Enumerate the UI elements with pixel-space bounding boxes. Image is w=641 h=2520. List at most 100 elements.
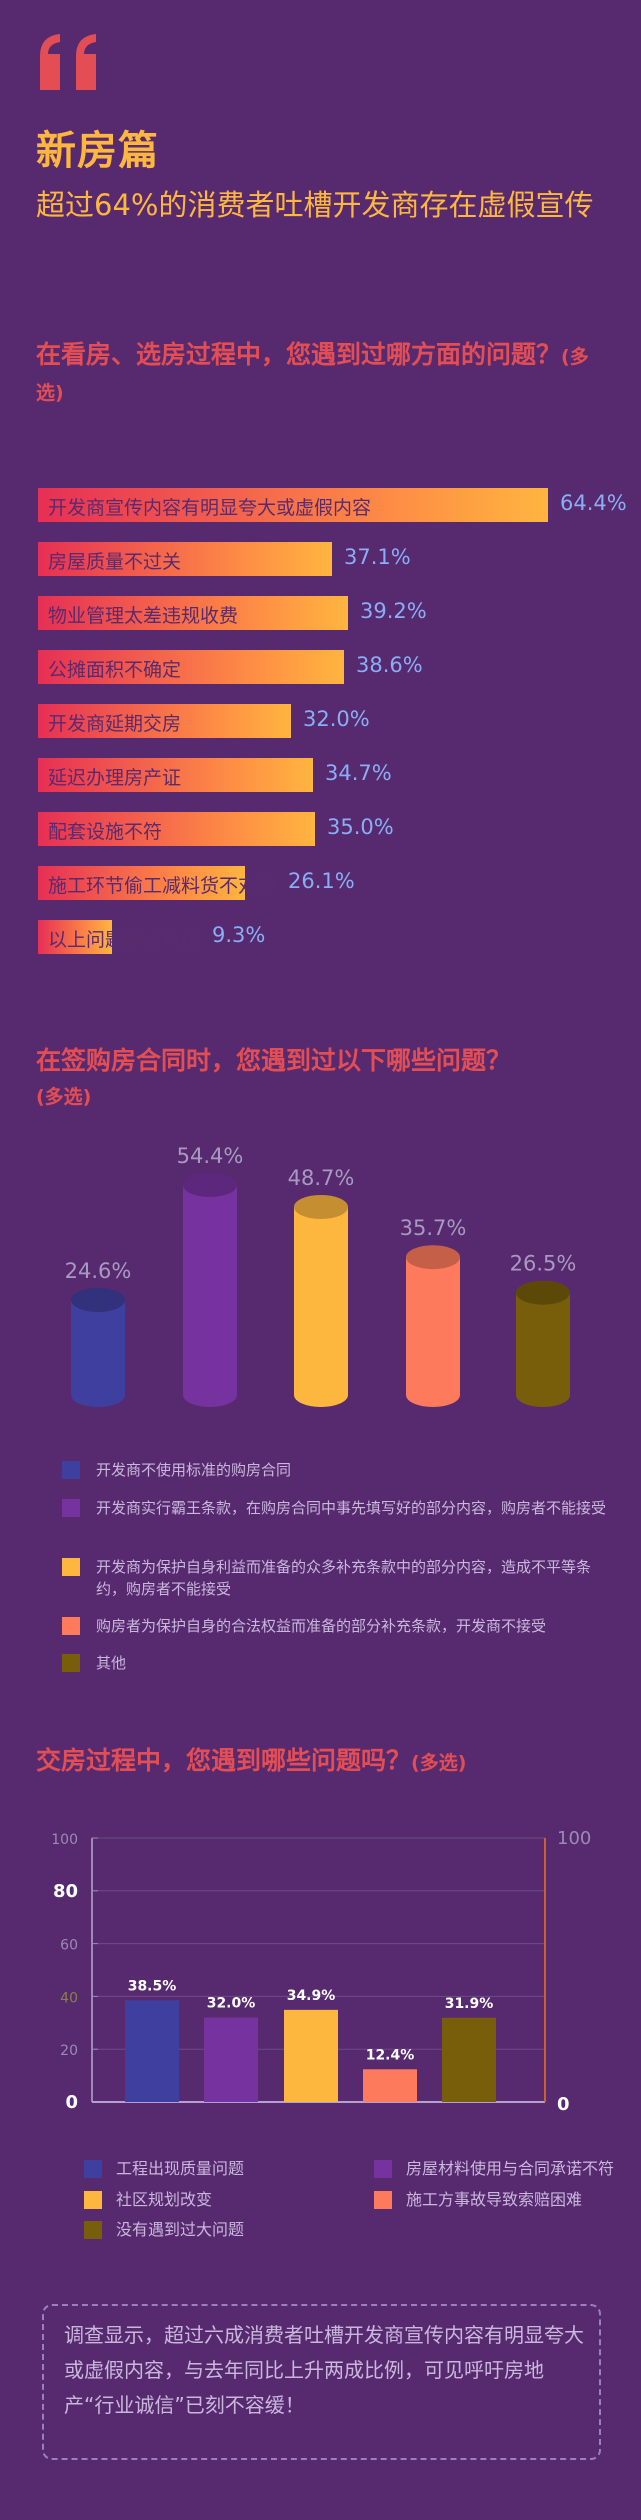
hbar-row: 物业管理太差违规收费 39.2% bbox=[38, 596, 638, 630]
legend-label: 房屋材料使用与合同承诺不符 bbox=[406, 2159, 615, 2178]
hbar bbox=[38, 920, 112, 954]
section3-question-text: 交房过程中，您遇到哪些问题吗？ bbox=[36, 1746, 412, 1775]
hbar-label: 施工环节偷工减料货不对板 bbox=[48, 875, 277, 897]
hbar bbox=[38, 866, 245, 900]
bar bbox=[204, 2017, 258, 2102]
bar bbox=[442, 2017, 496, 2102]
right-axis-tick-label: 0 bbox=[557, 2094, 570, 2115]
right-axis-tick-label: 100 bbox=[557, 1828, 591, 1849]
hbar-label: 以上问题都没有过 bbox=[48, 929, 201, 951]
hbar-row: 施工环节偷工减料货不对板 26.1% bbox=[38, 866, 638, 900]
section2-question: 在签购房合同时，您遇到过以下哪些问题？ (多选) bbox=[36, 1044, 596, 1114]
hbar-value-label: 38.6% bbox=[356, 653, 423, 677]
section1-question: 在看房、选房过程中，您遇到过哪方面的问题？(多选) bbox=[36, 338, 596, 410]
hbar bbox=[38, 542, 332, 576]
legend-label: 开发商实行霸王条款，在购房合同中事先填写好的部分内容，购房者不能接受 bbox=[96, 1499, 607, 1517]
y-tick-label: 100 bbox=[51, 1832, 78, 1848]
cylinder-base bbox=[406, 1383, 460, 1407]
hbar-label: 配套设施不符 bbox=[48, 821, 163, 843]
cylinder-value-label: 48.7% bbox=[288, 1166, 355, 1190]
cylinder-value-label: 35.7% bbox=[400, 1216, 467, 1240]
hbar bbox=[38, 758, 313, 792]
legend-swatch bbox=[374, 2160, 392, 2178]
cylinder-bar: 54.4% bbox=[177, 1144, 244, 1407]
cylinder-top-shade bbox=[294, 1195, 348, 1220]
cylinder-value-label: 54.4% bbox=[177, 1144, 244, 1168]
hbar-row: 延迟办理房产证 34.7% bbox=[38, 758, 638, 792]
section2-note: (多选) bbox=[36, 1086, 92, 1108]
hbar-value-label: 26.1% bbox=[288, 869, 355, 893]
hbar-row: 以上问题都没有过 9.3% bbox=[38, 920, 638, 954]
hbar bbox=[38, 650, 344, 684]
y-tick-label: 80 bbox=[53, 1881, 78, 1902]
cylinder-top bbox=[183, 1173, 237, 1197]
cylinder-top bbox=[294, 1195, 348, 1220]
legend-label: 工程出现质量问题 bbox=[116, 2159, 245, 2178]
hbar bbox=[38, 488, 548, 522]
page-subtitle: 超过64%的消费者吐槽开发商存在虚假宣传 bbox=[36, 188, 594, 222]
hbar-row: 开发商延期交房 32.0% bbox=[38, 704, 638, 738]
cylinder-body bbox=[183, 1185, 237, 1395]
quote-icon bbox=[40, 34, 96, 90]
hbar-value-label: 9.3% bbox=[212, 923, 266, 947]
cylinder-top-shade bbox=[516, 1280, 570, 1305]
legend-label: 施工方事故导致索赔困难 bbox=[406, 2190, 583, 2209]
bar-value-label: 12.4% bbox=[366, 2047, 415, 2063]
hbar-value-label: 32.0% bbox=[303, 707, 370, 731]
cylinder-base bbox=[294, 1383, 348, 1407]
hbar-row: 房屋质量不过关 37.1% bbox=[38, 542, 638, 576]
hbar-value-label: 39.2% bbox=[360, 599, 427, 623]
cylinder-bar: 48.7% bbox=[288, 1166, 355, 1407]
legend-swatch bbox=[374, 2191, 392, 2209]
legend-label: 没有遇到过大问题 bbox=[116, 2220, 245, 2239]
hbar-row: 配套设施不符 35.0% bbox=[38, 812, 638, 846]
legend-label: 购房者为保护自身的合法权益而准备的部分补充条款，开发商不接受 bbox=[96, 1617, 547, 1635]
cylinder-value-label: 24.6% bbox=[65, 1259, 132, 1283]
section3-note: (多选) bbox=[411, 1752, 467, 1774]
cylinder-top-shade bbox=[71, 1288, 125, 1313]
cylinder-body bbox=[71, 1300, 125, 1395]
bar-value-label: 32.0% bbox=[207, 1996, 256, 2012]
hbar-value-label: 37.1% bbox=[344, 545, 411, 569]
y-tick-label: 40 bbox=[60, 1990, 78, 2006]
cylinder-bar: 35.7% bbox=[400, 1216, 467, 1407]
legend-swatch bbox=[84, 2221, 102, 2239]
page-title: 新房篇 bbox=[36, 128, 159, 174]
cylinder-top bbox=[516, 1280, 570, 1305]
cylinder-chart: 24.6% 54.4% 48.7% 35.7% 26.5% bbox=[65, 1144, 577, 1407]
cylinder-value-label: 26.5% bbox=[510, 1252, 577, 1276]
y-tick-label: 0 bbox=[65, 2092, 78, 2113]
bar bbox=[125, 2000, 179, 2102]
section1-question-text: 在看房、选房过程中，您遇到过哪方面的问题？ bbox=[36, 340, 562, 369]
hbar bbox=[38, 704, 291, 738]
conclusion-box bbox=[42, 2304, 601, 2460]
cylinder-body bbox=[406, 1257, 460, 1395]
legend-swatch bbox=[62, 1461, 80, 1479]
hbar-label: 开发商延期交房 bbox=[48, 713, 182, 735]
hbar-label: 物业管理太差违规收费 bbox=[48, 605, 239, 627]
legend-label: 其他 bbox=[96, 1654, 127, 1672]
hbar-row: 公摊面积不确定 38.6% bbox=[38, 650, 638, 684]
hbar-value-label: 35.0% bbox=[327, 815, 394, 839]
bar-value-label: 34.9% bbox=[287, 1988, 336, 2004]
bar bbox=[363, 2069, 417, 2102]
section3-question: 交房过程中，您遇到哪些问题吗？(多选) bbox=[36, 1744, 596, 1780]
bar bbox=[284, 2009, 338, 2102]
hbar-value-label: 34.7% bbox=[325, 761, 392, 785]
cylinder-top bbox=[71, 1288, 125, 1313]
vertical-bar-chart: 0 20 40 60 80 100 100 0 38.5% 32.0% 34.9% 12.4% 31.9… bbox=[51, 1828, 591, 2115]
hbar-label: 开发商宣传内容有明显夸大或虚假内容 bbox=[48, 497, 372, 519]
y-tick-label: 20 bbox=[60, 2043, 78, 2059]
hbar-label: 延迟办理房产证 bbox=[48, 767, 182, 789]
cylinder-bar: 24.6% bbox=[65, 1259, 132, 1407]
section2-question-text: 在签购房合同时，您遇到过以下哪些问题？ bbox=[36, 1046, 512, 1075]
legend-label: 开发商不使用标准的购房合同 bbox=[96, 1461, 292, 1479]
bar-value-label: 31.9% bbox=[445, 1996, 494, 2012]
hbar bbox=[38, 812, 315, 846]
hbar-label: 房屋质量不过关 bbox=[48, 551, 182, 573]
legend-swatch bbox=[62, 1558, 80, 1576]
cylinder-base bbox=[516, 1383, 570, 1407]
cylinder-body bbox=[516, 1292, 570, 1395]
legend-label: 开发商为保护自身利益而准备的众多补充条款中的部分内容，造成不平等条约，购房者不能… bbox=[96, 1558, 592, 1598]
cylinder-top-shade bbox=[183, 1173, 237, 1197]
